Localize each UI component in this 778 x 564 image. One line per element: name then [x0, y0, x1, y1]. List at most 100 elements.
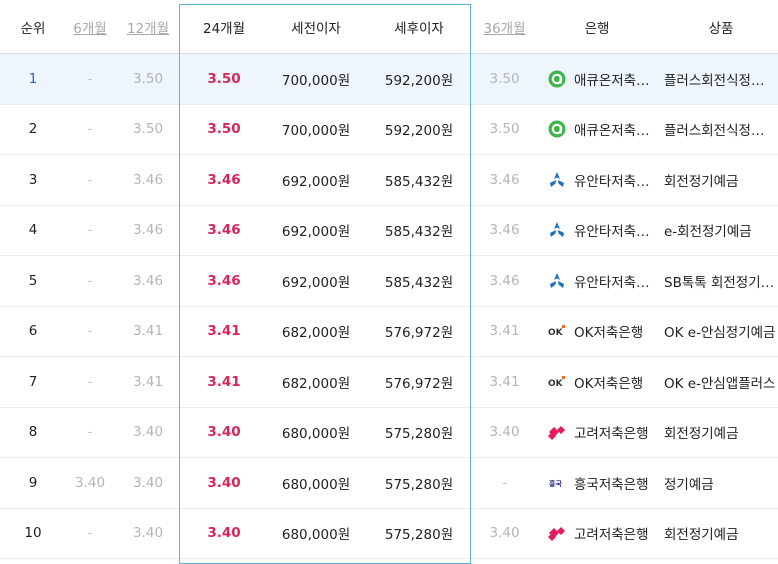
- bank-cell[interactable]: 고려저축은행: [536, 509, 658, 559]
- product-name[interactable]: SB톡톡 회전정기예금: [664, 274, 776, 291]
- rate-36month-cell: 3.41: [489, 323, 520, 340]
- product-cell[interactable]: 회전정기예금: [664, 408, 778, 458]
- goryeo-icon: [548, 524, 566, 542]
- bank-cell[interactable]: 애큐온저축은행: [536, 54, 658, 104]
- pre-tax-interest-cell: 700,000원: [281, 123, 351, 140]
- rate-24month-cell: 3.46: [207, 222, 241, 239]
- ok-icon: OK: [548, 322, 566, 340]
- bank-cell[interactable]: OK OK저축은행: [536, 357, 658, 407]
- rate-6month-cell: -: [87, 171, 93, 188]
- bank-cell[interactable]: 유안타저축은행: [536, 206, 658, 256]
- bank-name: 애큐온저축은행: [574, 72, 654, 89]
- rate-6month-cell: -: [87, 222, 93, 239]
- rate-6month-cell: -: [87, 323, 93, 340]
- bank-cell[interactable]: OK OK저축은행: [536, 307, 658, 357]
- pre-tax-interest-cell: 700,000원: [281, 72, 351, 89]
- table-row[interactable]: 7-3.41 3.41 682,000원 576,972원 3.41 OK OK저축은행 OK…: [0, 357, 778, 408]
- rate-36month-cell: 3.40: [489, 525, 520, 542]
- header-pre-tax-interest: 세전이자: [291, 20, 341, 37]
- yuanta-icon: [548, 171, 566, 189]
- table-row[interactable]: 5 - 3.46 3.46 692,000원 585,432원 3.46 유안타저축은행 SB톡…: [0, 256, 778, 307]
- post-tax-interest-cell: 575,280원: [384, 476, 454, 493]
- post-tax-interest-cell: 592,200원: [384, 72, 454, 89]
- rate-36month-cell: -: [502, 474, 507, 491]
- product-cell[interactable]: OK e-안심정기예금: [664, 307, 778, 357]
- rate-24month-cell: 3.50: [207, 70, 241, 87]
- table-row[interactable]: 9 3.40 3.40 3.40 680,000원 575,280원 - 흥국 흥국저축은행 정기…: [0, 458, 778, 509]
- product-cell[interactable]: 회전정기예금: [664, 155, 778, 205]
- bank-cell[interactable]: 애큐온저축은행: [536, 105, 658, 155]
- product-cell[interactable]: 회전정기예금: [664, 509, 778, 559]
- bank-name: OK저축은행: [574, 325, 644, 342]
- rank-cell: 1: [28, 70, 38, 87]
- bank-cell[interactable]: 유안타저축은행: [536, 256, 658, 306]
- pre-tax-interest-cell: 682,000원: [281, 375, 351, 392]
- bank-name: 유안타저축은행: [574, 224, 654, 241]
- product-name[interactable]: e-회전정기예금: [664, 224, 752, 241]
- pre-tax-interest-cell: 692,000원: [281, 274, 351, 291]
- post-tax-interest-cell: 575,280원: [384, 426, 454, 443]
- rate-12month-cell: 3.46: [132, 272, 164, 289]
- rate-24month-cell: 3.40: [207, 474, 241, 491]
- rate-24month-cell: 3.50: [207, 121, 241, 138]
- rank-cell: 3: [28, 171, 38, 188]
- header-12month-sort[interactable]: 12개월: [126, 20, 170, 37]
- product-cell[interactable]: 플러스회전식정기예금: [664, 105, 778, 155]
- header-rank: 순위: [20, 20, 46, 37]
- table-row[interactable]: 6-3.41 3.41 682,000원 576,972원 3.41 OK OK저축은행 OK…: [0, 307, 778, 357]
- product-cell[interactable]: SB톡톡 회전정기예금: [664, 256, 778, 306]
- product-name[interactable]: 정기예금: [664, 476, 714, 493]
- post-tax-interest-cell: 576,972원: [384, 325, 454, 342]
- product-cell[interactable]: e-회전정기예금: [664, 206, 778, 256]
- product-name[interactable]: 회전정기예금: [664, 426, 739, 443]
- acuon-icon: [548, 120, 566, 138]
- post-tax-interest-cell: 576,972원: [384, 375, 454, 392]
- table-row[interactable]: 3 - 3.46 3.46 692,000원 585,432원 3.46 유안타저축은행 회전정…: [0, 155, 778, 206]
- rank-cell: 2: [28, 121, 38, 138]
- table-row[interactable]: 10 - 3.40 3.40 680,000원 575,280원 3.40 고려저축은행 회전정…: [0, 509, 778, 559]
- table-row[interactable]: 1 - 3.50 3.50 700,000원 592,200원 3.50 애큐온저축은행 플러스…: [0, 54, 778, 105]
- rate-24month-cell: 3.40: [207, 424, 241, 441]
- bank-name: 애큐온저축은행: [574, 123, 654, 140]
- rate-36month-cell: 3.46: [489, 222, 520, 239]
- post-tax-interest-cell: 585,432원: [384, 274, 454, 291]
- bank-name: 유안타저축은행: [574, 173, 654, 190]
- bank-name: OK저축은행: [574, 375, 644, 392]
- rate-6month-cell: -: [87, 70, 93, 87]
- rate-6month-cell: -: [87, 121, 93, 138]
- yuanta-icon: [548, 221, 566, 239]
- header-36month-sort[interactable]: 36개월: [483, 20, 526, 37]
- header-6month-sort[interactable]: 6개월: [73, 20, 107, 37]
- product-cell[interactable]: 정기예금: [664, 458, 778, 508]
- product-cell[interactable]: 플러스회전식정기예금: [664, 54, 778, 104]
- bank-cell[interactable]: 유안타저축은행: [536, 155, 658, 205]
- table-row[interactable]: 4 - 3.46 3.46 692,000원 585,432원 3.46 유안타저축은행 e-회…: [0, 206, 778, 256]
- table-row[interactable]: 2 - 3.50 3.50 700,000원 592,200원 3.50 애큐온저축은행 플러스…: [0, 105, 778, 155]
- rate-6month-cell: -: [87, 272, 93, 289]
- header-24month[interactable]: 24개월: [202, 20, 246, 37]
- ok-icon: OK: [548, 373, 566, 391]
- rank-cell: 6: [28, 323, 38, 340]
- rate-36month-cell: 3.50: [489, 70, 520, 87]
- rate-36month-cell: 3.46: [489, 171, 520, 188]
- product-name[interactable]: 플러스회전식정기예금: [664, 72, 776, 89]
- product-name[interactable]: 플러스회전식정기예금: [664, 123, 776, 140]
- bank-cell[interactable]: 흥국 흥국저축은행: [536, 458, 658, 508]
- table-header: 순위 6개월 12개월 24개월 세전이자 세후이자 36개월 은행 상품: [0, 0, 778, 54]
- product-name[interactable]: OK e-안심앱플러스: [664, 375, 776, 392]
- product-name[interactable]: 회전정기예금: [664, 527, 739, 544]
- product-cell[interactable]: OK e-안심앱플러스: [664, 357, 778, 407]
- post-tax-interest-cell: 592,200원: [384, 123, 454, 140]
- post-tax-interest-cell: 575,280원: [384, 527, 454, 544]
- heungkuk-icon: 흥국: [548, 474, 566, 492]
- bank-cell[interactable]: 고려저축은행: [536, 408, 658, 458]
- product-name[interactable]: 회전정기예금: [664, 173, 739, 190]
- header-post-tax-interest: 세후이자: [394, 20, 444, 37]
- table-row[interactable]: 8 - 3.40 3.40 680,000원 575,280원 3.40 고려저축은행 회전정기…: [0, 408, 778, 458]
- svg-text:OK: OK: [548, 328, 564, 338]
- product-name[interactable]: OK e-안심정기예금: [664, 325, 776, 342]
- rank-cell: 8: [28, 424, 38, 441]
- rate-12month-cell: 3.41: [132, 323, 164, 340]
- rate-24month-cell: 3.46: [207, 171, 241, 188]
